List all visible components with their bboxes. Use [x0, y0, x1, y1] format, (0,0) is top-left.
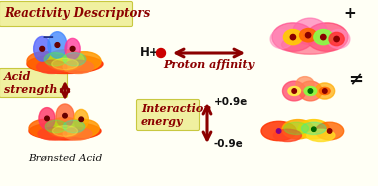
Ellipse shape: [288, 86, 301, 95]
Ellipse shape: [44, 53, 67, 66]
Ellipse shape: [299, 81, 322, 101]
Circle shape: [79, 117, 84, 121]
Ellipse shape: [29, 119, 61, 137]
Ellipse shape: [299, 28, 317, 42]
Circle shape: [292, 89, 296, 93]
Ellipse shape: [270, 30, 293, 49]
Ellipse shape: [48, 32, 67, 58]
Ellipse shape: [327, 30, 350, 49]
Ellipse shape: [63, 120, 85, 133]
Ellipse shape: [261, 121, 296, 141]
Text: Proton affinity: Proton affinity: [163, 59, 254, 70]
Text: Interaction
energy: Interaction energy: [141, 103, 211, 127]
Circle shape: [55, 43, 60, 47]
Ellipse shape: [284, 122, 308, 134]
Ellipse shape: [302, 122, 326, 134]
Text: +: +: [344, 7, 356, 22]
Text: H+: H+: [140, 46, 160, 60]
Circle shape: [322, 89, 327, 93]
Text: ≠: ≠: [349, 71, 364, 89]
Circle shape: [321, 34, 326, 40]
Ellipse shape: [296, 77, 314, 91]
Ellipse shape: [56, 104, 74, 127]
Circle shape: [40, 46, 45, 51]
Ellipse shape: [67, 119, 99, 137]
Ellipse shape: [29, 122, 101, 140]
Text: −: −: [42, 31, 54, 46]
Ellipse shape: [298, 120, 330, 139]
Ellipse shape: [315, 83, 335, 99]
Ellipse shape: [329, 32, 344, 46]
Circle shape: [327, 129, 332, 133]
Ellipse shape: [293, 18, 327, 45]
Ellipse shape: [314, 30, 333, 45]
FancyBboxPatch shape: [136, 100, 200, 131]
FancyBboxPatch shape: [0, 1, 133, 26]
Ellipse shape: [65, 38, 80, 59]
Ellipse shape: [27, 52, 61, 71]
Ellipse shape: [306, 23, 348, 51]
Ellipse shape: [273, 129, 302, 142]
Circle shape: [305, 33, 311, 38]
Ellipse shape: [39, 108, 55, 129]
Circle shape: [45, 116, 49, 121]
Text: +0.9e: +0.9e: [214, 97, 248, 107]
Circle shape: [276, 129, 281, 133]
Ellipse shape: [67, 52, 101, 71]
FancyBboxPatch shape: [0, 68, 68, 97]
Circle shape: [156, 49, 166, 57]
Ellipse shape: [282, 120, 314, 139]
Ellipse shape: [38, 127, 67, 140]
Ellipse shape: [316, 122, 344, 140]
Ellipse shape: [272, 23, 314, 51]
Ellipse shape: [37, 60, 67, 73]
Ellipse shape: [282, 35, 339, 54]
Ellipse shape: [319, 87, 330, 95]
Ellipse shape: [74, 109, 88, 129]
Ellipse shape: [27, 54, 103, 73]
Ellipse shape: [34, 36, 51, 61]
Circle shape: [70, 46, 75, 51]
Ellipse shape: [45, 120, 67, 133]
Ellipse shape: [47, 118, 83, 137]
Text: -0.9e: -0.9e: [214, 139, 244, 149]
Ellipse shape: [63, 53, 86, 66]
Ellipse shape: [284, 30, 302, 45]
Circle shape: [290, 34, 296, 40]
Ellipse shape: [63, 127, 92, 140]
Ellipse shape: [46, 50, 84, 71]
Ellipse shape: [307, 129, 335, 142]
Ellipse shape: [53, 126, 77, 136]
Circle shape: [308, 89, 313, 93]
Text: Acid
strength: Acid strength: [4, 71, 57, 95]
Ellipse shape: [304, 86, 317, 95]
Circle shape: [63, 113, 67, 118]
Text: Reactivity Descriptors: Reactivity Descriptors: [4, 7, 150, 20]
Ellipse shape: [63, 60, 93, 73]
Text: Brønsted Acid: Brønsted Acid: [28, 153, 102, 163]
Circle shape: [334, 36, 339, 42]
Ellipse shape: [282, 81, 306, 101]
Ellipse shape: [52, 58, 78, 70]
Circle shape: [311, 127, 316, 132]
